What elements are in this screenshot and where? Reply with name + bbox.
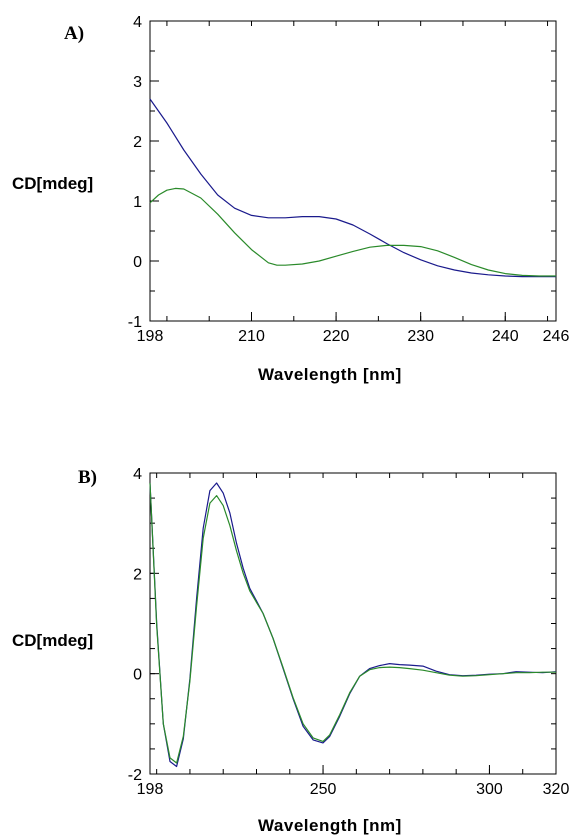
series-line-a-1 <box>149 98 556 278</box>
x-tick-label-b-2: 300 <box>476 781 503 798</box>
x-tick-label-a-2: 220 <box>323 328 350 345</box>
x-tick-label-b-0: 198 <box>137 781 164 798</box>
x-tick-label-a-0: 198 <box>137 328 164 345</box>
x-tick-label-b-1: 250 <box>310 781 337 798</box>
y-tick-label-b-3: 4 <box>133 466 142 483</box>
x-axis-label-a: Wavelength [nm] <box>258 365 402 384</box>
panel-label-b: B) <box>78 467 97 488</box>
y-tick-label-a-4: 3 <box>133 74 142 91</box>
x-tick-label-a-3: 230 <box>407 328 434 345</box>
y-tick-label-b-0: -2 <box>128 767 142 784</box>
x-tick-label-b-3: 320 <box>543 781 570 798</box>
panel-label-a: A) <box>64 23 85 44</box>
y-tick-label-a-1: 0 <box>133 254 142 271</box>
plot-frame-b <box>149 472 557 775</box>
y-tick-label-a-0: -1 <box>128 314 142 331</box>
x-axis-label-b: Wavelength [nm] <box>258 816 402 835</box>
x-tick-label-a-1: 210 <box>238 328 265 345</box>
series-line-b-1 <box>149 482 557 768</box>
x-tick-label-a-4: 240 <box>492 328 519 345</box>
series-line-b-2 <box>149 482 556 764</box>
y-tick-label-a-2: 1 <box>133 194 142 211</box>
plot-frame-a <box>149 20 557 322</box>
y-tick-label-b-2: 2 <box>133 566 142 583</box>
x-tick-label-a-5: 246 <box>543 328 570 345</box>
y-tick-label-a-3: 2 <box>133 134 142 151</box>
y-tick-label-a-5: 4 <box>133 14 142 31</box>
series-line-a-2 <box>149 187 556 277</box>
y-axis-label-a: CD[mdeg] <box>12 174 94 193</box>
y-tick-label-b-1: 0 <box>133 667 142 684</box>
y-axis-label-b: CD[mdeg] <box>12 631 94 650</box>
